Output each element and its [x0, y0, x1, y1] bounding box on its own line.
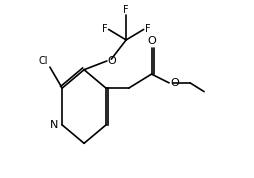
Text: F: F	[145, 24, 150, 34]
Text: O: O	[147, 36, 156, 46]
Text: F: F	[102, 24, 108, 34]
Text: Cl: Cl	[39, 56, 48, 66]
Text: N: N	[50, 120, 59, 130]
Text: O: O	[170, 78, 179, 88]
Text: F: F	[123, 4, 129, 15]
Text: O: O	[108, 56, 117, 66]
